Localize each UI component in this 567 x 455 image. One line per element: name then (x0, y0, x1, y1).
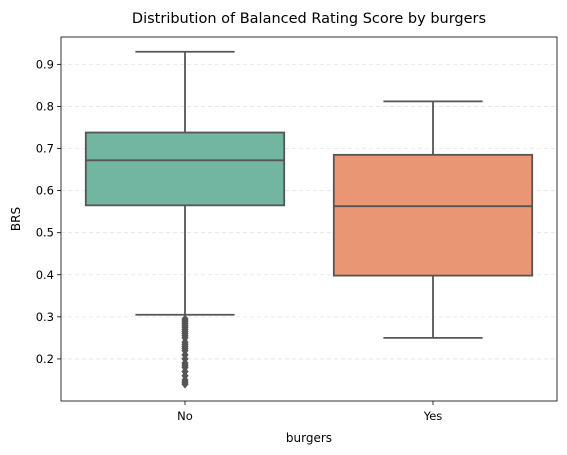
y-tick-label: 0.9 (36, 57, 54, 71)
y-tick-label: 0.8 (36, 99, 54, 113)
x-tick-label: No (177, 409, 193, 423)
outlier-point (181, 379, 189, 389)
x-axis-label: burgers (286, 431, 332, 445)
x-tick-label: Yes (423, 409, 443, 423)
box-no (84, 50, 286, 389)
chart-title: Distribution of Balanced Rating Score by… (132, 11, 486, 27)
y-tick-label: 0.4 (36, 268, 54, 282)
y-tick-label: 0.6 (36, 184, 54, 198)
y-tick-label: 0.2 (36, 352, 54, 366)
y-axis-label: BRS (9, 207, 23, 231)
y-tick-label: 0.5 (36, 226, 54, 240)
iqr-box (84, 131, 286, 207)
y-tick-label: 0.7 (36, 142, 54, 156)
iqr-box (332, 153, 534, 277)
box-layer (84, 50, 534, 389)
box-yes (332, 100, 534, 339)
y-tick-label: 0.3 (36, 310, 54, 324)
plot-area-frame (60, 36, 558, 402)
tick-layer: 0.2 0.3 0.4 0.5 0.6 0.7 0.8 0.9 No Yes (36, 57, 443, 423)
